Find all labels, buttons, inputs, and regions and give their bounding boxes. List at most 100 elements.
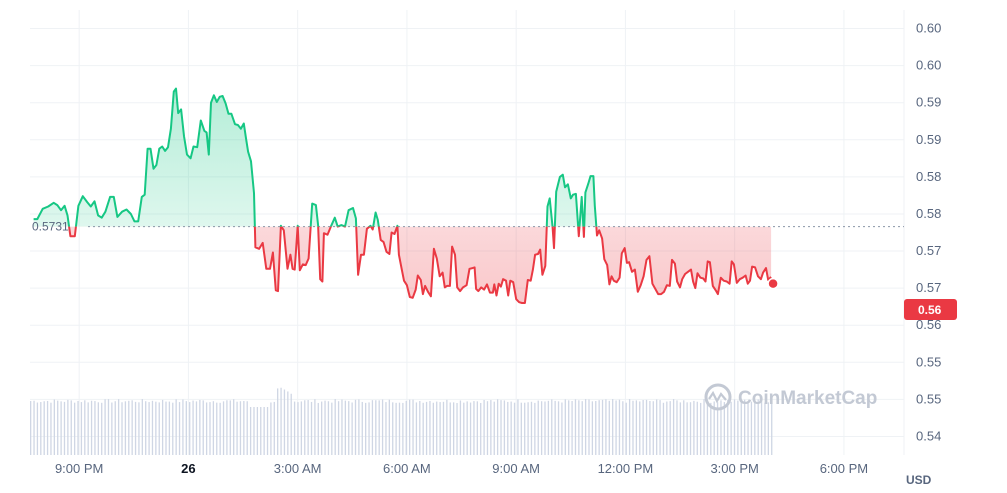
volume-bar [165,401,167,455]
volume-bar [253,407,255,455]
volume-bar [199,399,201,455]
volume-bar [307,400,309,455]
volume-bar [469,402,472,455]
volume-bar [652,401,654,455]
volume-bar [297,402,299,455]
volume-bar [405,400,407,455]
volume-bar [540,401,543,455]
volume-bar [158,402,160,455]
volume-bar [750,401,753,455]
volume-bar [148,402,150,455]
volume-bar [334,399,336,455]
volume-bar [172,402,174,455]
volume-bar [117,399,120,455]
x-tick-label: 3:00 PM [710,461,758,476]
volume-bar [84,400,86,455]
volume-bar [757,399,759,455]
volume-bar [618,399,621,455]
volume-bar [270,402,272,455]
volume-bar [77,401,79,455]
volume-bar [760,400,763,455]
x-axis: 9:00 PM 26 3:00 AM 6:00 AM 9:00 AM 12:00 PM 3:… [55,461,868,476]
volume-bar [287,391,289,455]
volume-bar [754,401,756,455]
volume-bar [649,400,651,455]
volume-bar [496,399,499,455]
y-tick-label: 0.55 [916,391,941,406]
volume-bar [53,399,55,455]
volume-bar [300,401,303,455]
volume-bar [280,387,282,455]
volume-bar [293,401,296,455]
volume-bar [635,400,638,455]
y-tick-label: 0.55 [916,354,941,369]
volume-bar [425,401,428,455]
volume-bar [628,399,631,455]
volume-bar [689,402,692,455]
volume-bar [348,401,350,455]
volume-bar [446,399,448,455]
x-tick-label: 6:00 AM [383,461,431,476]
y-tick-label: 0.57 [916,243,941,258]
volume-bar [168,401,171,455]
volume-bar [283,389,286,455]
volume-bar [412,399,414,455]
volume-bar [395,402,397,455]
volume-bar [612,399,614,455]
volume-bar [483,399,485,455]
volume-bar [476,401,478,455]
volume-bar [249,407,252,455]
y-tick-label: 0.59 [916,95,941,110]
volume-bar [192,400,194,455]
volume-bar [432,402,434,455]
volume-bar [226,400,228,455]
volume-bar [466,401,468,455]
volume-bar [568,400,570,455]
volume-bar [266,407,269,455]
volume-bar [205,402,208,455]
volume-bar [371,400,374,455]
volume-bar [151,400,154,455]
volume-bar [716,402,719,455]
y-axis: 0.60 0.60 0.59 0.59 0.58 0.58 0.57 0.57 0.56 0.55… [916,21,941,444]
volume-bar [145,401,147,455]
y-tick-label: 0.60 [916,21,941,36]
volume-bar [341,399,343,455]
volume-bar [101,402,103,455]
volume-bar [534,402,536,455]
volume-bar [703,399,705,455]
volume-bar [764,402,766,455]
coinmarketcap-watermark: CoinMarketCap [704,383,877,411]
volume-bar [700,402,702,455]
volume-bar [30,401,32,455]
volume-bar [90,400,93,455]
volume-bar [138,402,140,455]
volume-bar [182,399,184,455]
volume-bar [375,400,377,455]
volume-bar [591,401,594,455]
x-tick-label: 9:00 AM [492,461,540,476]
volume-bar [723,402,726,455]
volume-bar [693,400,695,455]
volume-bar [524,402,526,455]
volume-bar [107,399,110,455]
volume-bar [392,402,394,455]
volume-bar [94,401,96,455]
volume-bar [564,399,566,455]
volume-bar [544,401,546,455]
volume-bar [327,401,330,455]
volume-bar [104,399,106,455]
volume-bar [442,401,445,455]
volume-bar [662,402,665,455]
volume-bar [706,400,709,455]
volume-bar [256,407,259,455]
volume-bar [672,399,675,455]
current-price-dot[interactable] [767,277,779,290]
volume-bar [155,401,157,455]
volume-bar [578,400,580,455]
volume-bar [408,399,411,455]
volume-bar [696,401,698,455]
volume-bar [50,402,52,455]
volume-bar [46,400,49,455]
